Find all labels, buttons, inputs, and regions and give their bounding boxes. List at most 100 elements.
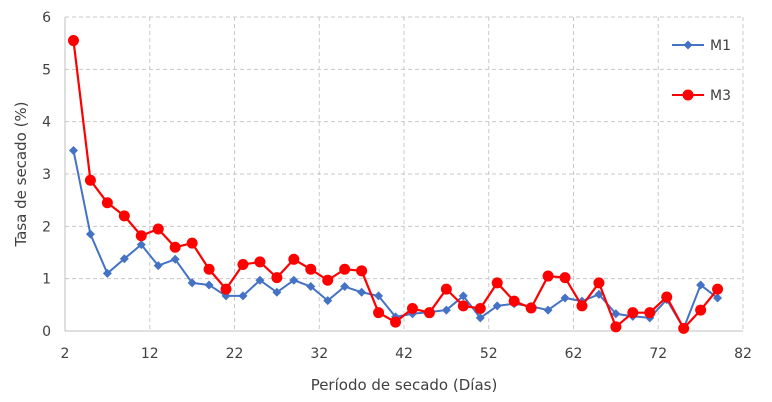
data-point [390, 316, 402, 328]
legend: M1 M3 [672, 38, 731, 104]
data-point [170, 254, 180, 264]
x-axis-title: Período de secado (Días) [311, 376, 498, 394]
x-tick-label: 42 [395, 346, 413, 362]
data-point [203, 263, 215, 275]
data-point [187, 278, 197, 288]
data-point [119, 254, 129, 264]
x-tick-label: 12 [141, 346, 159, 362]
legend-label: M1 [710, 38, 731, 54]
legend-item-m3: M3 [672, 88, 731, 104]
data-point [237, 259, 249, 271]
data-point [153, 261, 163, 271]
data-point [67, 35, 79, 47]
data-point [475, 313, 485, 323]
data-point [440, 283, 452, 295]
data-point [101, 197, 113, 209]
data-point [525, 302, 537, 314]
data-point [610, 321, 622, 333]
data-point [238, 291, 248, 301]
y-tick-label: 1 [42, 272, 51, 288]
x-tick-label: 32 [310, 346, 328, 362]
data-point [644, 307, 656, 319]
data-point [323, 296, 333, 306]
data-point [542, 270, 554, 282]
data-point [340, 282, 350, 292]
series-m3 [67, 35, 724, 334]
data-point [611, 309, 621, 319]
data-point [272, 287, 282, 297]
grid [65, 16, 744, 331]
data-point [102, 268, 112, 278]
data-point [305, 263, 317, 275]
data-point [357, 287, 367, 297]
y-tick-label: 2 [42, 219, 51, 235]
data-point [68, 145, 78, 155]
y-tick-label: 3 [42, 167, 51, 183]
data-point [458, 291, 468, 301]
data-point [220, 283, 232, 295]
data-point [696, 280, 706, 290]
series-line-m1 [72, 150, 719, 330]
data-point [204, 280, 214, 290]
data-point [322, 274, 334, 286]
y-tick-label: 5 [42, 62, 51, 78]
data-point [695, 304, 707, 316]
axes [64, 17, 743, 332]
y-tick-label: 0 [42, 324, 51, 340]
data-point [169, 241, 181, 253]
data-point [423, 307, 435, 319]
data-point [186, 237, 198, 249]
legend-item-m1: M1 [672, 38, 731, 54]
data-point [136, 240, 146, 250]
x-tick-label: 52 [480, 346, 498, 362]
data-point [678, 322, 690, 334]
data-point [576, 300, 588, 312]
data-point [560, 293, 570, 303]
data-point [255, 275, 265, 285]
y-tick-label: 6 [42, 10, 51, 26]
data-point [661, 291, 673, 303]
data-point [85, 229, 95, 239]
legend-marker [682, 89, 694, 101]
legend-marker [683, 40, 693, 50]
data-point [406, 302, 418, 314]
data-point [492, 301, 502, 311]
data-point [288, 253, 300, 265]
data-point [474, 302, 486, 314]
x-tick-label: 22 [226, 346, 244, 362]
data-point [441, 305, 451, 315]
data-point [374, 291, 384, 301]
data-point [135, 230, 147, 242]
data-point [271, 272, 283, 284]
data-point [306, 282, 316, 292]
data-point [713, 293, 723, 303]
data-point [593, 277, 605, 289]
series-group [67, 35, 724, 334]
y-axis-title: Tasa de secado (%) [12, 101, 30, 247]
x-tick-label: 62 [565, 346, 583, 362]
data-point [457, 300, 469, 312]
y-tick-label: 4 [42, 115, 51, 131]
x-tick-label: 72 [649, 346, 667, 362]
data-point [508, 295, 520, 307]
x-tick-label: 82 [734, 346, 752, 362]
data-point [289, 275, 299, 285]
data-point [339, 263, 351, 275]
data-point [559, 272, 571, 284]
data-point [543, 305, 553, 315]
data-point [118, 210, 130, 222]
data-point [594, 289, 604, 299]
data-point [356, 265, 368, 277]
data-point [491, 277, 503, 289]
data-point [712, 283, 724, 295]
data-point [254, 256, 266, 268]
data-point [152, 223, 164, 235]
series-line-m3 [72, 40, 719, 330]
data-point [627, 307, 639, 319]
legend-label: M3 [710, 88, 731, 104]
data-point [84, 174, 96, 186]
data-point [373, 307, 385, 319]
